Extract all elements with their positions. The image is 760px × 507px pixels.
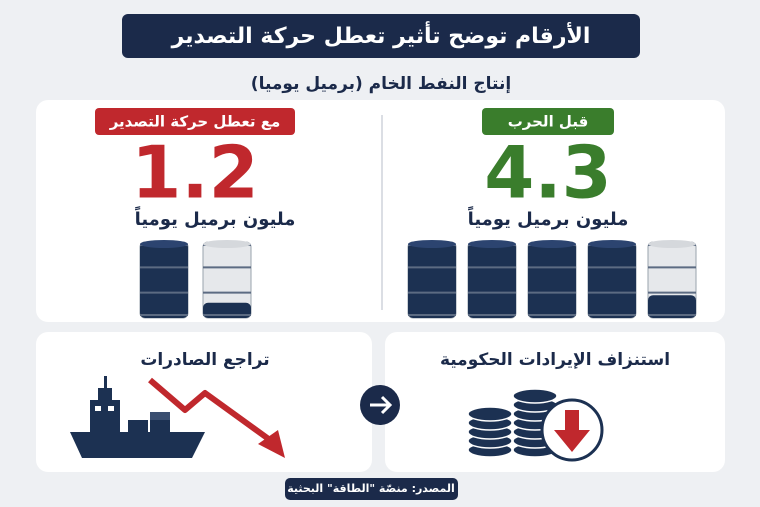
source-pill	[285, 478, 458, 500]
barrel-lid	[588, 240, 636, 248]
barrel-lid	[140, 240, 188, 248]
barrels	[139, 240, 697, 319]
barrel	[648, 295, 696, 318]
decline-arrow	[148, 377, 272, 443]
ship-icon	[70, 376, 205, 458]
after-unit: مليون برميل يومياً	[134, 206, 295, 230]
before-pill	[482, 108, 614, 135]
source: المصدر: منصّة "الطاقة" البحثية	[287, 482, 455, 495]
down-arrow	[554, 410, 590, 452]
decline-arrowhead	[258, 430, 285, 458]
arrow-icon	[370, 395, 393, 415]
revenue-title: استنزاف الإيرادات الحكومية	[440, 350, 670, 370]
before-label: قبل الحرب	[508, 113, 589, 131]
subtitle: إنتاج النفط الخام (برميل يوميا)	[251, 74, 511, 94]
barrel	[528, 242, 576, 318]
barrel	[468, 242, 516, 318]
barrel-lid	[408, 240, 456, 248]
barrel	[588, 242, 636, 318]
before-value: 4.3	[484, 131, 612, 215]
barrel-lid	[648, 240, 696, 248]
barrel-lid	[203, 240, 251, 248]
barrel	[140, 242, 188, 318]
barrel-lid	[468, 240, 516, 248]
exports-title: تراجع الصادرات	[140, 350, 269, 370]
before-unit: مليون برميل يومياً	[467, 206, 628, 230]
barrel-lid	[528, 240, 576, 248]
after-pill	[95, 108, 295, 135]
barrel	[408, 242, 456, 318]
title: الأرقام توضح تأثير تعطل حركة التصدير	[171, 20, 591, 49]
after-label: مع تعطل حركة التصدير	[109, 113, 281, 131]
title-box	[122, 14, 640, 58]
after-value: 1.2	[131, 131, 259, 215]
